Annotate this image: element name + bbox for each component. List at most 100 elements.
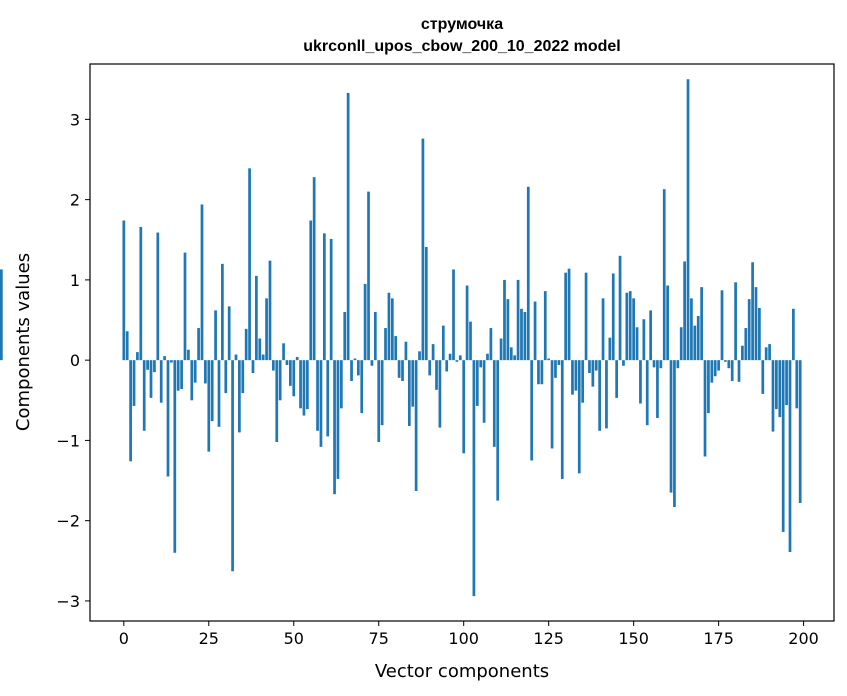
bar-component-14 — [170, 360, 173, 363]
bar-component-68 — [353, 358, 357, 361]
bar-component-80 — [394, 336, 398, 361]
bar-component-147 — [622, 360, 625, 366]
bar-component-57 — [316, 360, 319, 431]
bar-component-4 — [136, 352, 139, 361]
bar-component-144 — [611, 273, 615, 361]
y-axis-ticks: −3 −2 −1 0 1 2 3 — [56, 110, 90, 611]
bar-component-48 — [285, 360, 289, 365]
bar-component-94 — [441, 325, 445, 361]
bar-component-148 — [625, 292, 629, 361]
chart-title-line-2: ukrconll_upos_cbow_200_10_2022 model — [303, 38, 620, 55]
bar-component-38 — [251, 360, 255, 373]
bar-component-46 — [278, 360, 282, 401]
bar-component-41 — [261, 354, 265, 361]
bar-component-83 — [404, 341, 408, 361]
bar-component-136 — [584, 272, 588, 361]
bar-component-18 — [183, 252, 187, 361]
bar-component-153 — [642, 319, 646, 361]
bar-component-150 — [632, 298, 635, 361]
y-tick-label: −2 — [56, 512, 80, 531]
bar-component-56 — [312, 177, 316, 361]
bar-component-140 — [598, 360, 602, 431]
bar-component-88 — [421, 138, 425, 361]
bar-component-45 — [275, 360, 279, 443]
bar-component-157 — [656, 360, 659, 418]
bar-component-105 — [479, 360, 483, 368]
bar-component-59 — [322, 233, 326, 361]
bar-component-67 — [350, 360, 353, 382]
bar-component-173 — [710, 360, 714, 383]
bar-component-194 — [781, 360, 785, 532]
bar-component-199 — [798, 360, 802, 504]
y-tick-label: 0 — [70, 351, 80, 370]
bar-component-8 — [149, 360, 153, 398]
bar-component-43 — [268, 260, 272, 361]
bar-component-189 — [764, 347, 768, 361]
bar-component-120 — [530, 360, 534, 461]
bar-component-16 — [176, 360, 180, 391]
bar-component-74 — [373, 312, 377, 361]
bar-component-131 — [567, 268, 571, 361]
bar-component-31 — [227, 306, 231, 361]
bar-component-142 — [605, 360, 608, 429]
bar-component-196 — [788, 360, 792, 552]
bar-component-84 — [407, 360, 411, 426]
bar-component-149 — [628, 291, 632, 361]
bar-component-73 — [370, 360, 374, 366]
bar-component-23 — [200, 204, 204, 361]
bar-component-130 — [564, 272, 568, 361]
bar-component-2 — [129, 360, 132, 462]
x-tick-label: 75 — [369, 629, 389, 648]
bar-component-54 — [305, 360, 309, 410]
bar-component-58 — [319, 360, 323, 447]
y-tick-label: −3 — [56, 592, 80, 611]
x-tick-label: 100 — [448, 629, 479, 648]
bar-component-99 — [458, 355, 462, 361]
bar-component-128 — [557, 360, 561, 365]
bar-component-49 — [289, 360, 292, 386]
bar-component-36 — [244, 328, 248, 361]
bar-component-47 — [282, 343, 285, 361]
bar-component-97 — [452, 269, 455, 361]
bar-component-118 — [523, 312, 527, 361]
bar-component-72 — [367, 191, 370, 361]
bar-component-66 — [346, 92, 350, 361]
bar-component-106 — [482, 360, 486, 423]
x-tick-label: 175 — [703, 629, 734, 648]
bar-component-78 — [387, 292, 391, 361]
bar-component-182 — [741, 345, 744, 361]
bar-component-undefined — [0, 269, 3, 361]
bar-component-52 — [299, 360, 302, 409]
bar-component-129 — [560, 360, 564, 479]
bar-component-17 — [180, 360, 183, 390]
bar-component-62 — [333, 360, 336, 495]
bar-component-37 — [248, 168, 251, 361]
bar-component-137 — [588, 360, 591, 373]
bar-component-85 — [411, 360, 415, 407]
y-tick-label: 3 — [70, 110, 80, 129]
bar-component-44 — [272, 360, 275, 371]
bar-component-7 — [146, 360, 149, 370]
bar-component-122 — [537, 360, 540, 385]
bar-component-20 — [190, 360, 194, 401]
bar-component-152 — [639, 360, 642, 404]
bar-component-104 — [475, 360, 479, 406]
bar-component-42 — [265, 298, 268, 361]
bar-component-154 — [645, 360, 649, 426]
bar-component-10 — [156, 232, 160, 361]
bar-component-39 — [255, 275, 258, 361]
bar-component-101 — [465, 285, 469, 361]
bar-component-3 — [132, 360, 136, 406]
bar-component-28 — [217, 360, 221, 427]
bars-group — [0, 79, 802, 597]
bar-component-160 — [666, 285, 669, 361]
bar-component-135 — [581, 360, 585, 403]
bar-component-102 — [469, 321, 472, 361]
bar-component-34 — [238, 360, 241, 433]
bar-component-176 — [720, 290, 724, 361]
bar-component-172 — [707, 360, 710, 414]
bar-component-192 — [775, 360, 778, 410]
bar-component-87 — [418, 351, 421, 361]
x-tick-label: 50 — [284, 629, 304, 648]
bar-component-12 — [163, 356, 166, 361]
